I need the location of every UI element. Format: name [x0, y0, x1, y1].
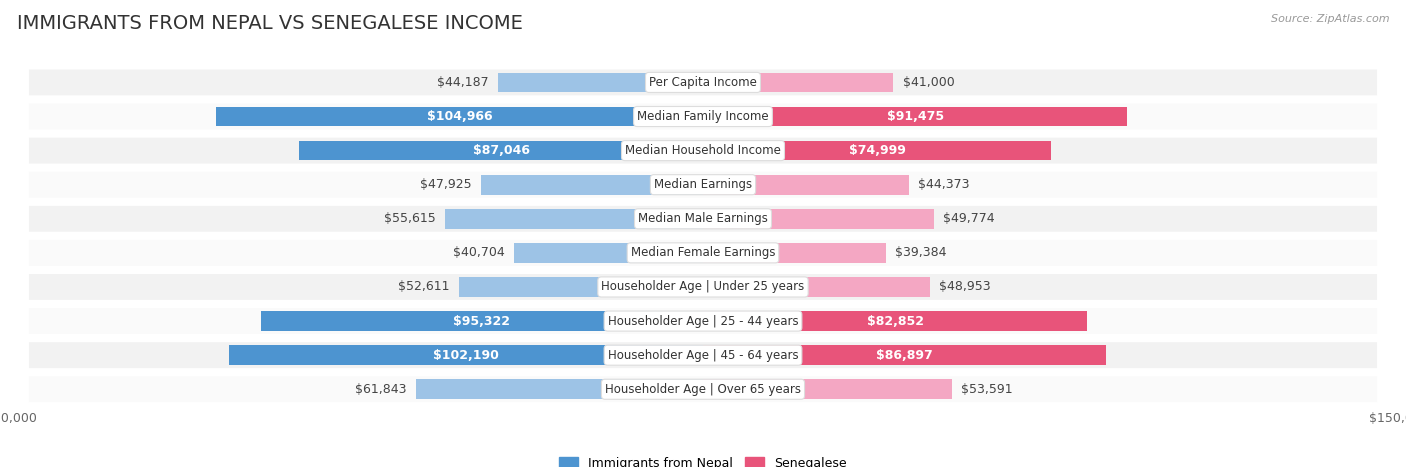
Text: $47,925: $47,925 [420, 178, 471, 191]
Text: $49,774: $49,774 [943, 212, 995, 225]
FancyBboxPatch shape [28, 137, 1378, 164]
Text: $48,953: $48,953 [939, 281, 991, 293]
Text: Median Household Income: Median Household Income [626, 144, 780, 157]
Text: $53,591: $53,591 [960, 383, 1012, 396]
Bar [703, 277, 931, 297]
Text: $55,615: $55,615 [384, 212, 436, 225]
Text: $102,190: $102,190 [433, 349, 499, 361]
Legend: Immigrants from Nepal, Senegalese: Immigrants from Nepal, Senegalese [554, 452, 852, 467]
Bar [703, 243, 886, 263]
Bar [703, 175, 908, 195]
Bar [703, 345, 1107, 365]
FancyBboxPatch shape [28, 341, 1378, 369]
Text: Median Female Earnings: Median Female Earnings [631, 247, 775, 259]
Bar [416, 379, 703, 399]
FancyBboxPatch shape [28, 205, 1378, 233]
FancyBboxPatch shape [28, 171, 1378, 198]
Text: $41,000: $41,000 [903, 76, 955, 89]
Text: $104,966: $104,966 [426, 110, 492, 123]
Text: $52,611: $52,611 [398, 281, 450, 293]
FancyBboxPatch shape [28, 69, 1378, 96]
Text: Householder Age | 45 - 64 years: Householder Age | 45 - 64 years [607, 349, 799, 361]
FancyBboxPatch shape [28, 375, 1378, 403]
Text: $82,852: $82,852 [866, 315, 924, 327]
Text: $40,704: $40,704 [453, 247, 505, 259]
Text: $74,999: $74,999 [849, 144, 905, 157]
FancyBboxPatch shape [28, 239, 1378, 267]
Text: $44,373: $44,373 [918, 178, 970, 191]
Bar [703, 72, 893, 92]
Text: Per Capita Income: Per Capita Income [650, 76, 756, 89]
Text: $91,475: $91,475 [887, 110, 943, 123]
Bar [498, 72, 703, 92]
Bar [299, 141, 703, 161]
Text: Median Earnings: Median Earnings [654, 178, 752, 191]
Text: $39,384: $39,384 [896, 247, 946, 259]
Text: Householder Age | Over 65 years: Householder Age | Over 65 years [605, 383, 801, 396]
FancyBboxPatch shape [28, 103, 1378, 130]
Text: Householder Age | 25 - 44 years: Householder Age | 25 - 44 years [607, 315, 799, 327]
Bar [703, 106, 1128, 127]
Text: $86,897: $86,897 [876, 349, 934, 361]
Text: $44,187: $44,187 [437, 76, 489, 89]
Bar [703, 311, 1087, 331]
Bar [703, 209, 934, 229]
Bar [481, 175, 703, 195]
Text: $61,843: $61,843 [356, 383, 406, 396]
Text: Source: ZipAtlas.com: Source: ZipAtlas.com [1271, 14, 1389, 24]
Bar [458, 277, 703, 297]
Bar [703, 379, 952, 399]
Bar [515, 243, 703, 263]
Bar [217, 106, 703, 127]
Bar [229, 345, 703, 365]
FancyBboxPatch shape [28, 307, 1378, 335]
Text: Householder Age | Under 25 years: Householder Age | Under 25 years [602, 281, 804, 293]
Text: $87,046: $87,046 [472, 144, 530, 157]
Text: Median Family Income: Median Family Income [637, 110, 769, 123]
Bar [260, 311, 703, 331]
Text: IMMIGRANTS FROM NEPAL VS SENEGALESE INCOME: IMMIGRANTS FROM NEPAL VS SENEGALESE INCO… [17, 14, 523, 33]
Text: $95,322: $95,322 [453, 315, 510, 327]
FancyBboxPatch shape [28, 273, 1378, 301]
Text: Median Male Earnings: Median Male Earnings [638, 212, 768, 225]
Bar [444, 209, 703, 229]
Bar [703, 141, 1050, 161]
